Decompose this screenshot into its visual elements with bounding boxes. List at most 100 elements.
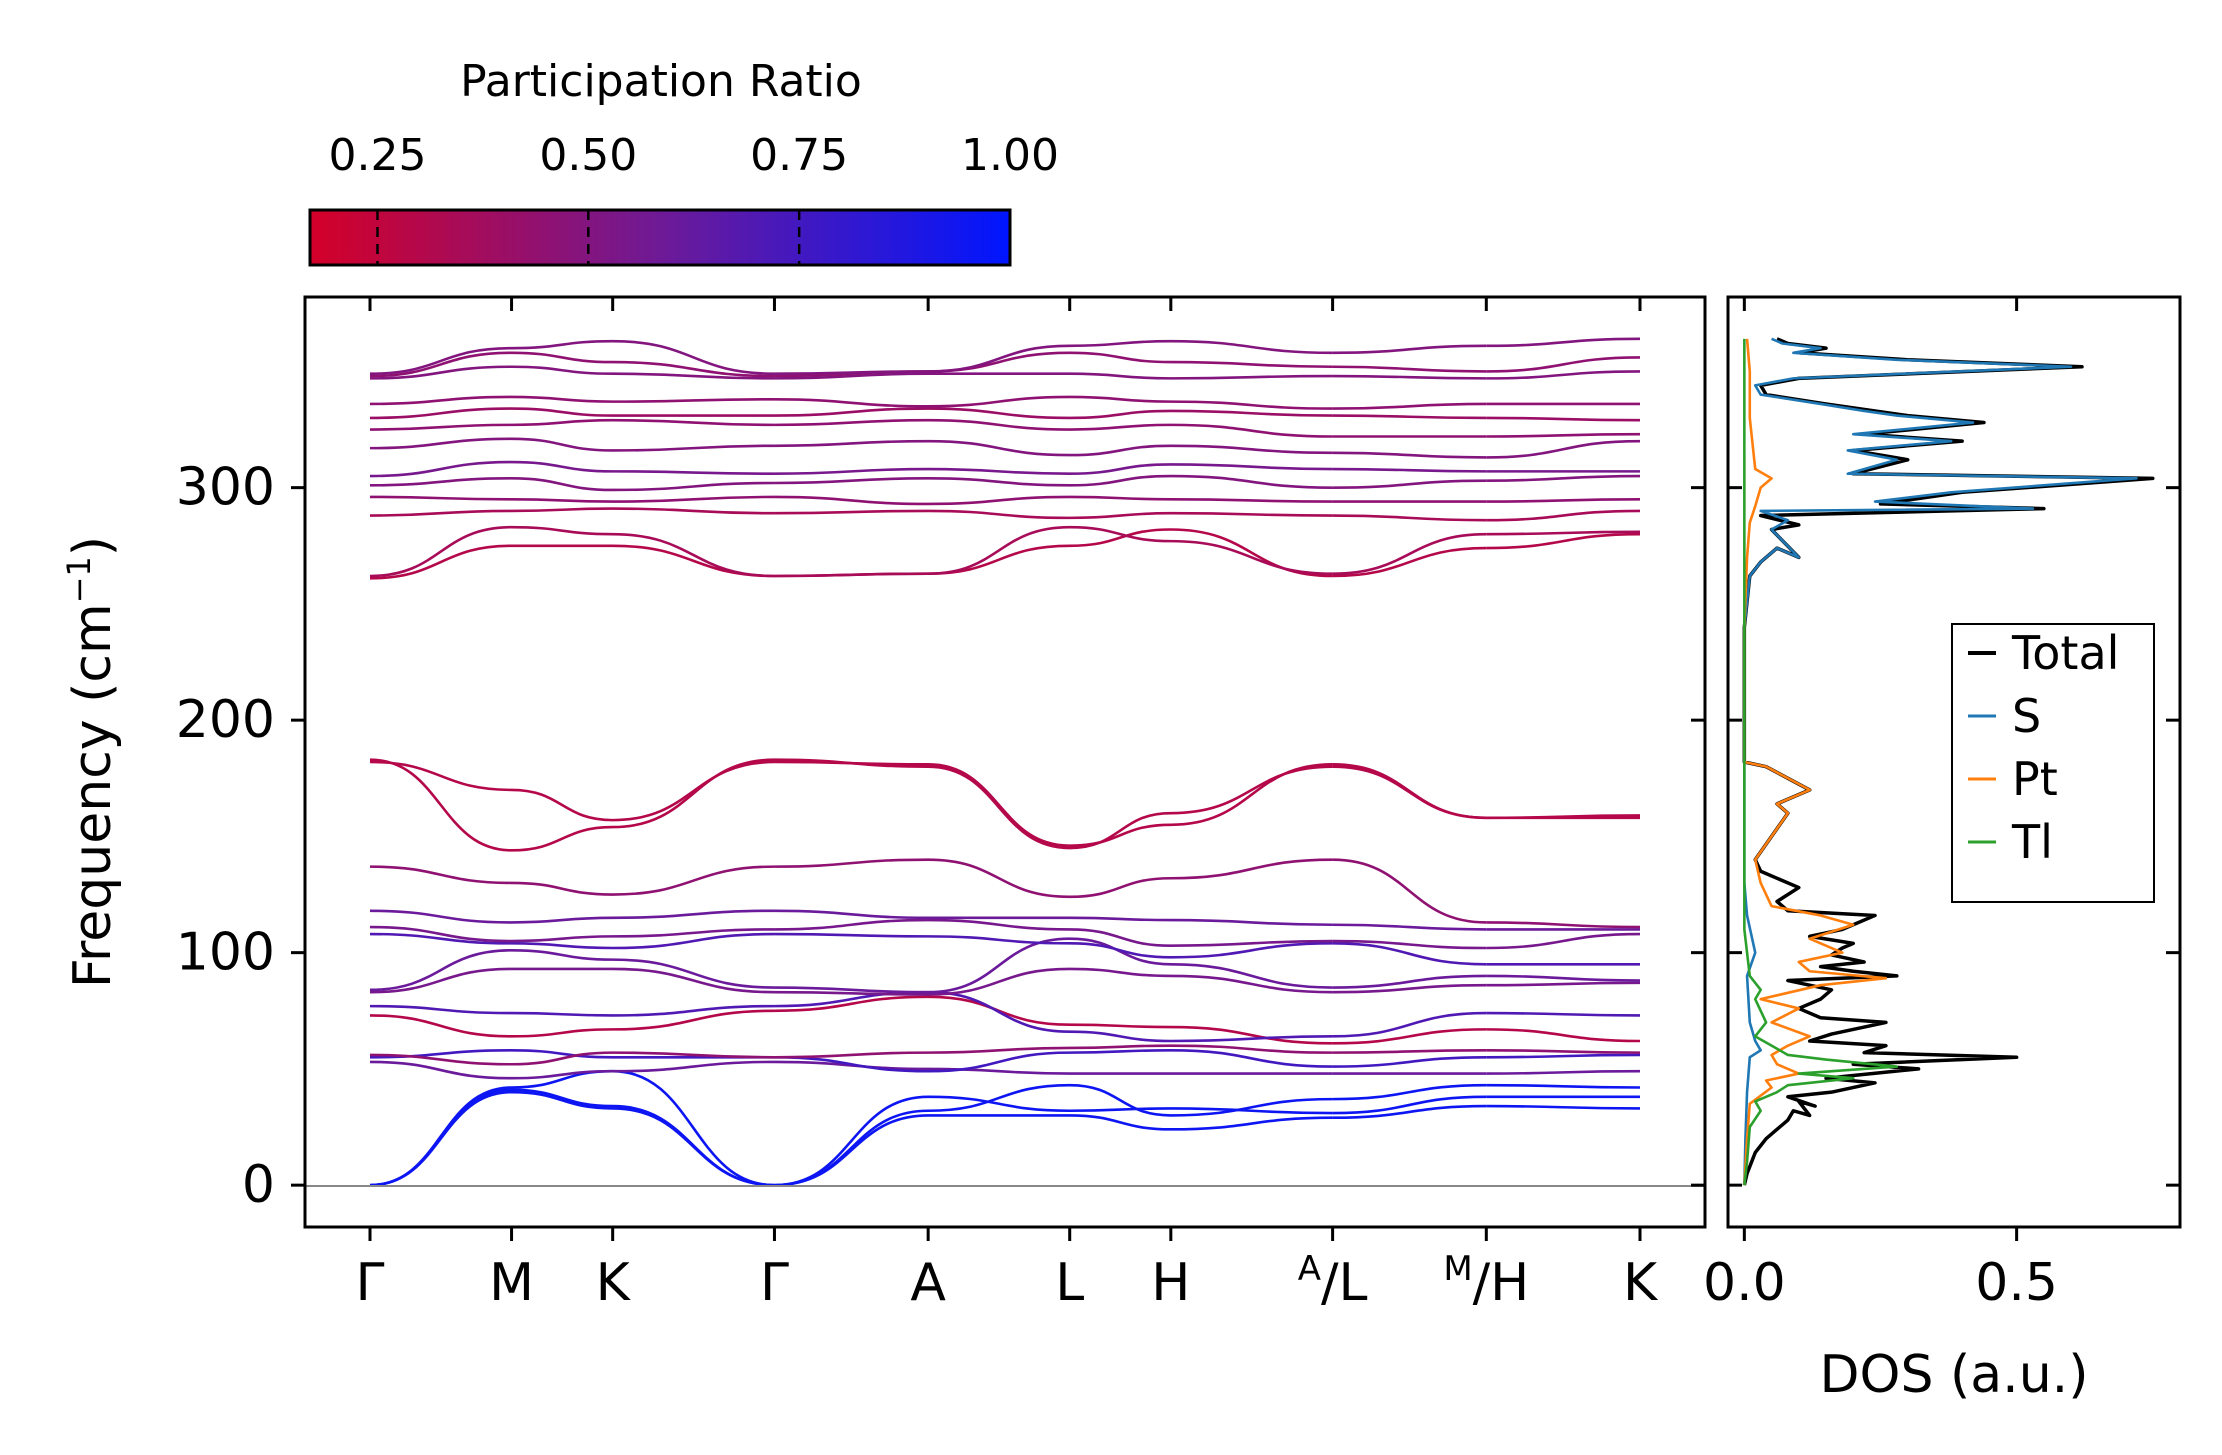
band-line: [774, 1095, 1333, 1187]
band-line: [369, 507, 775, 517]
band-line: [774, 932, 1333, 959]
band-line: [369, 932, 775, 950]
band-line: [774, 1048, 1333, 1073]
band-line: [1486, 1053, 1641, 1059]
dos-plot: 0.0 0.5 DOS (a.u.) Total S Pt Tl: [1703, 295, 2182, 1405]
band-line: [369, 1051, 775, 1066]
band-line: [774, 967, 1333, 996]
band-line: [369, 525, 775, 578]
colorbar-tick-label: 1.00: [961, 130, 1059, 181]
band-line: [1486, 1049, 1641, 1054]
legend-frame: [1951, 623, 2155, 903]
band-line: [369, 909, 775, 924]
colorbar-tick-label: 0.50: [539, 130, 637, 181]
dos-frame: [1726, 295, 2182, 1229]
k-point-label: Γ: [760, 1253, 789, 1313]
band-line: [774, 995, 1333, 1045]
band-line: [774, 1083, 1333, 1187]
k-point-label: M/H: [1443, 1249, 1529, 1313]
band-line: [1486, 356, 1641, 373]
band-line: [1486, 337, 1641, 348]
band-line: [369, 395, 775, 406]
band-line: [369, 758, 775, 852]
dispersion-k-ticks: Γ M K Γ A L H A/L M/H K: [356, 297, 1659, 1313]
band-line: [1332, 1095, 1487, 1115]
k-point-label: M: [489, 1253, 534, 1313]
dispersion-y-ticks: 0 100 200 300: [176, 458, 1705, 1215]
band-line: [369, 1048, 775, 1059]
k-point-label: A/L: [1298, 1249, 1368, 1313]
k-point-label: Γ: [356, 1253, 385, 1313]
dispersion-frame: [303, 295, 1707, 1229]
colorbar-tick-label: 0.75: [750, 130, 848, 181]
k-point-label: K: [1623, 1253, 1659, 1313]
band-line: [1332, 983, 1487, 994]
band-line: [774, 1044, 1333, 1059]
band-line: [369, 437, 775, 452]
band-line: [369, 925, 775, 943]
k-point-label: H: [1151, 1253, 1190, 1313]
colorbar: Participation Ratio 0.25 0.50 0.75 1.00: [308, 56, 1059, 267]
band-line: [1332, 365, 1487, 373]
colorbar-title: Participation Ratio: [460, 56, 862, 107]
band-line: [774, 918, 1333, 947]
band-line: [1332, 1104, 1487, 1120]
band-line: [1332, 344, 1487, 355]
band-line: [1332, 1049, 1487, 1054]
band-line: [1486, 814, 1641, 820]
band-line: [1332, 514, 1487, 522]
band-line: [1486, 1069, 1641, 1075]
band-line: [1486, 530, 1641, 536]
band-line: [774, 1060, 1333, 1075]
band-line: [1486, 1028, 1641, 1043]
band-line: [1332, 451, 1487, 459]
band-line: [1332, 942, 1487, 966]
dos-x-label: DOS (a.u.): [1820, 1345, 2089, 1405]
band-line: [369, 1069, 775, 1187]
band-line: [1332, 414, 1487, 420]
band-line: [774, 495, 1333, 506]
dispersion-y-label: Frequency (cm−1): [60, 536, 123, 988]
band-line: [369, 760, 775, 822]
dos-line-s: [1743, 337, 2138, 1186]
band-line: [369, 339, 775, 376]
band-line: [369, 1060, 775, 1080]
band-line: [1332, 1011, 1487, 1038]
colorbar-tick-label: 0.25: [328, 130, 426, 181]
y-tick-label: 0: [242, 1155, 275, 1215]
band-line: [774, 339, 1333, 376]
dos-legend: Total S Pt Tl: [1951, 623, 2155, 903]
band-line: [1486, 1011, 1641, 1017]
band-line: [1486, 474, 1641, 482]
band-line: [1332, 479, 1487, 489]
band-line: [1332, 1028, 1487, 1045]
band-line: [774, 395, 1333, 410]
colorbar-ticks: 0.25 0.50 0.75 1.00: [328, 130, 1059, 265]
band-line: [1486, 932, 1641, 950]
legend-label: S: [2012, 689, 2041, 743]
band-line: [1486, 416, 1641, 422]
band-line: [369, 949, 775, 992]
band-line: [774, 1114, 1333, 1187]
band-line: [369, 1004, 775, 1017]
band-line: [369, 460, 775, 478]
legend-label: Total: [2011, 626, 2119, 680]
band-line: [774, 528, 1333, 578]
band-line: [1332, 765, 1487, 820]
band-line: [774, 758, 1333, 850]
band-line: [1486, 981, 1641, 987]
y-tick-label: 300: [176, 458, 275, 518]
band-line: [774, 407, 1333, 420]
band-line: [1332, 532, 1487, 575]
band-line: [774, 463, 1333, 476]
band-line: [1486, 370, 1641, 380]
band-line: [1486, 921, 1641, 929]
band-line: [369, 495, 775, 503]
dos-series-lines: [1742, 337, 2155, 1186]
band-line: [1486, 509, 1641, 522]
band-line: [774, 858, 1333, 899]
band-line: [774, 418, 1333, 438]
dos-line-tl: [1743, 338, 1899, 1186]
dispersion-plot: 0 100 200 300 Γ M K Γ A L H A/L M/H K Frequency (cm−…: [60, 295, 1707, 1313]
